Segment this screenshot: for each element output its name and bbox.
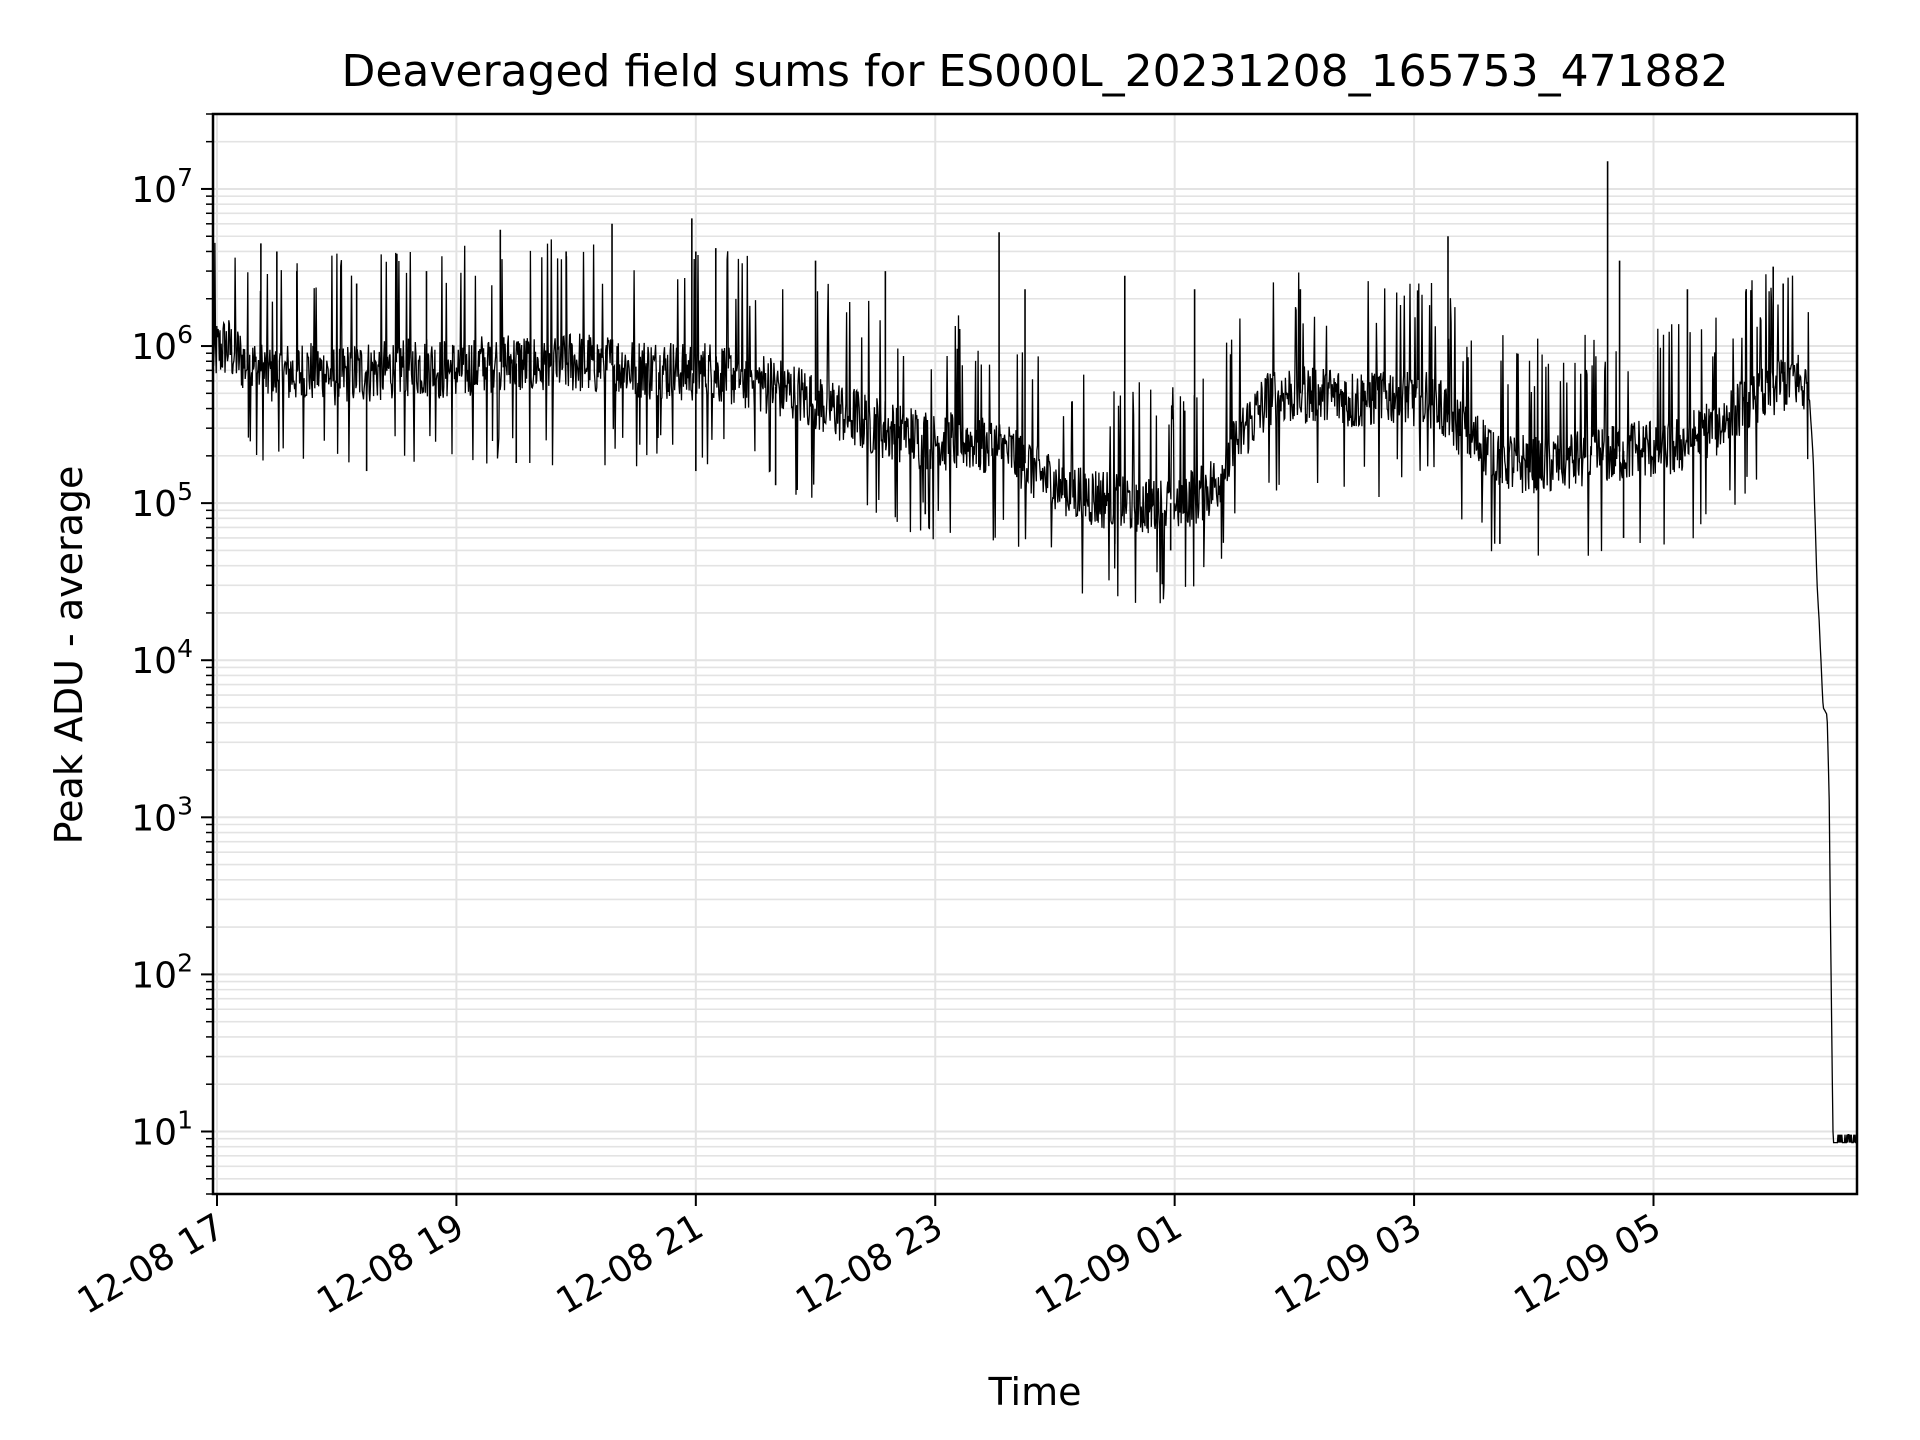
x-tick-label: 12-08 19	[310, 1206, 471, 1322]
x-tick-label: 12-08 17	[71, 1206, 232, 1322]
x-tick-label: 12-09 03	[1268, 1206, 1429, 1322]
x-tick-label: 12-08 21	[550, 1206, 711, 1322]
x-tick-label: 12-09 01	[1028, 1206, 1189, 1322]
y-tick-label: 107	[131, 163, 193, 211]
plot-frame	[211, 112, 1859, 1196]
x-tick-label: 12-08 23	[789, 1206, 950, 1322]
y-tick-label: 106	[131, 320, 193, 368]
y-tick-label: 101	[131, 1105, 193, 1153]
x-tick-label: 12-09 05	[1507, 1206, 1668, 1322]
y-tick-label: 104	[131, 634, 193, 682]
y-axis-label: Peak ADU - average	[47, 466, 91, 845]
x-axis-label: Time	[988, 1370, 1082, 1414]
y-tick-label: 103	[131, 791, 193, 839]
grid	[213, 113, 1857, 1195]
chart-title: Deaveraged field sums for ES000L_2023120…	[341, 46, 1728, 97]
y-tick-label: 105	[131, 477, 193, 525]
series-line	[212, 239, 1858, 1144]
y-axis: 101 102 103 104 105 106 107	[131, 113, 213, 1195]
y-tick-label: 102	[131, 948, 193, 996]
x-axis: 12-08 17 12-08 19 12-08 21 12-08 23 12-09 01…	[71, 1194, 1668, 1323]
series-layer	[212, 161, 1858, 1144]
